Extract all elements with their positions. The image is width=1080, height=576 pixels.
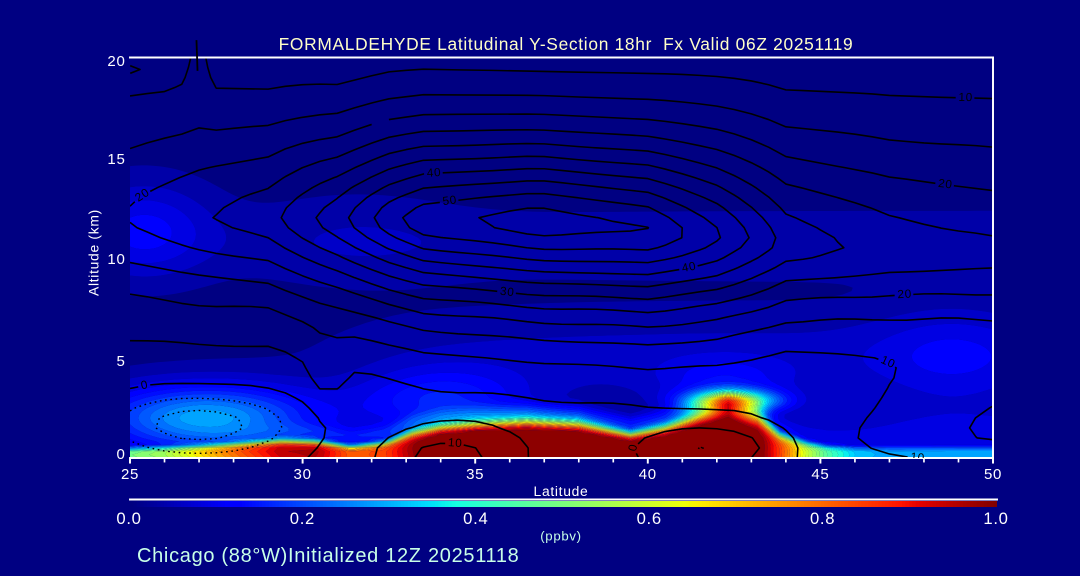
svg-text:5: 5 <box>116 353 125 370</box>
svg-text:50: 50 <box>984 466 1002 483</box>
svg-text:45: 45 <box>811 466 829 483</box>
svg-text:Latitude: Latitude <box>534 483 589 499</box>
svg-text:10: 10 <box>448 435 463 450</box>
svg-text:20: 20 <box>107 53 125 70</box>
svg-text:0.6: 0.6 <box>637 509 662 528</box>
svg-text:20: 20 <box>937 176 953 192</box>
svg-text:10: 10 <box>910 449 926 464</box>
svg-text:20: 20 <box>897 286 912 301</box>
svg-text:25: 25 <box>121 466 139 483</box>
svg-text:40: 40 <box>680 258 697 275</box>
svg-text:0: 0 <box>625 443 640 453</box>
svg-text:1.0: 1.0 <box>983 509 1008 528</box>
svg-text:Altitude (km): Altitude (km) <box>86 209 102 296</box>
svg-text:30: 30 <box>294 466 312 483</box>
svg-text:40: 40 <box>426 165 441 180</box>
svg-text:15: 15 <box>107 151 125 168</box>
svg-text:0.0: 0.0 <box>116 509 141 528</box>
svg-text:50: 50 <box>442 193 458 209</box>
svg-text:0.4: 0.4 <box>463 509 488 528</box>
svg-text:10: 10 <box>107 251 125 268</box>
svg-text:0.2: 0.2 <box>290 509 315 528</box>
svg-text:40: 40 <box>639 466 657 483</box>
svg-text:FORMALDEHYDE Latitudinal Y-Sec: FORMALDEHYDE Latitudinal Y-Section 18hr … <box>279 34 854 54</box>
svg-text:0.8: 0.8 <box>810 509 835 528</box>
svg-text:(ppbv): (ppbv) <box>540 529 582 544</box>
svg-text:0: 0 <box>139 377 149 392</box>
svg-text:30: 30 <box>499 284 515 299</box>
svg-text:0: 0 <box>116 446 125 463</box>
svg-text:35: 35 <box>466 466 484 483</box>
svg-text:Chicago (88°W)Initialized 12Z: Chicago (88°W)Initialized 12Z 20251118 <box>137 545 519 567</box>
svg-text:10: 10 <box>879 352 898 371</box>
svg-text:10: 10 <box>958 90 973 104</box>
svg-text:20: 20 <box>132 185 152 205</box>
